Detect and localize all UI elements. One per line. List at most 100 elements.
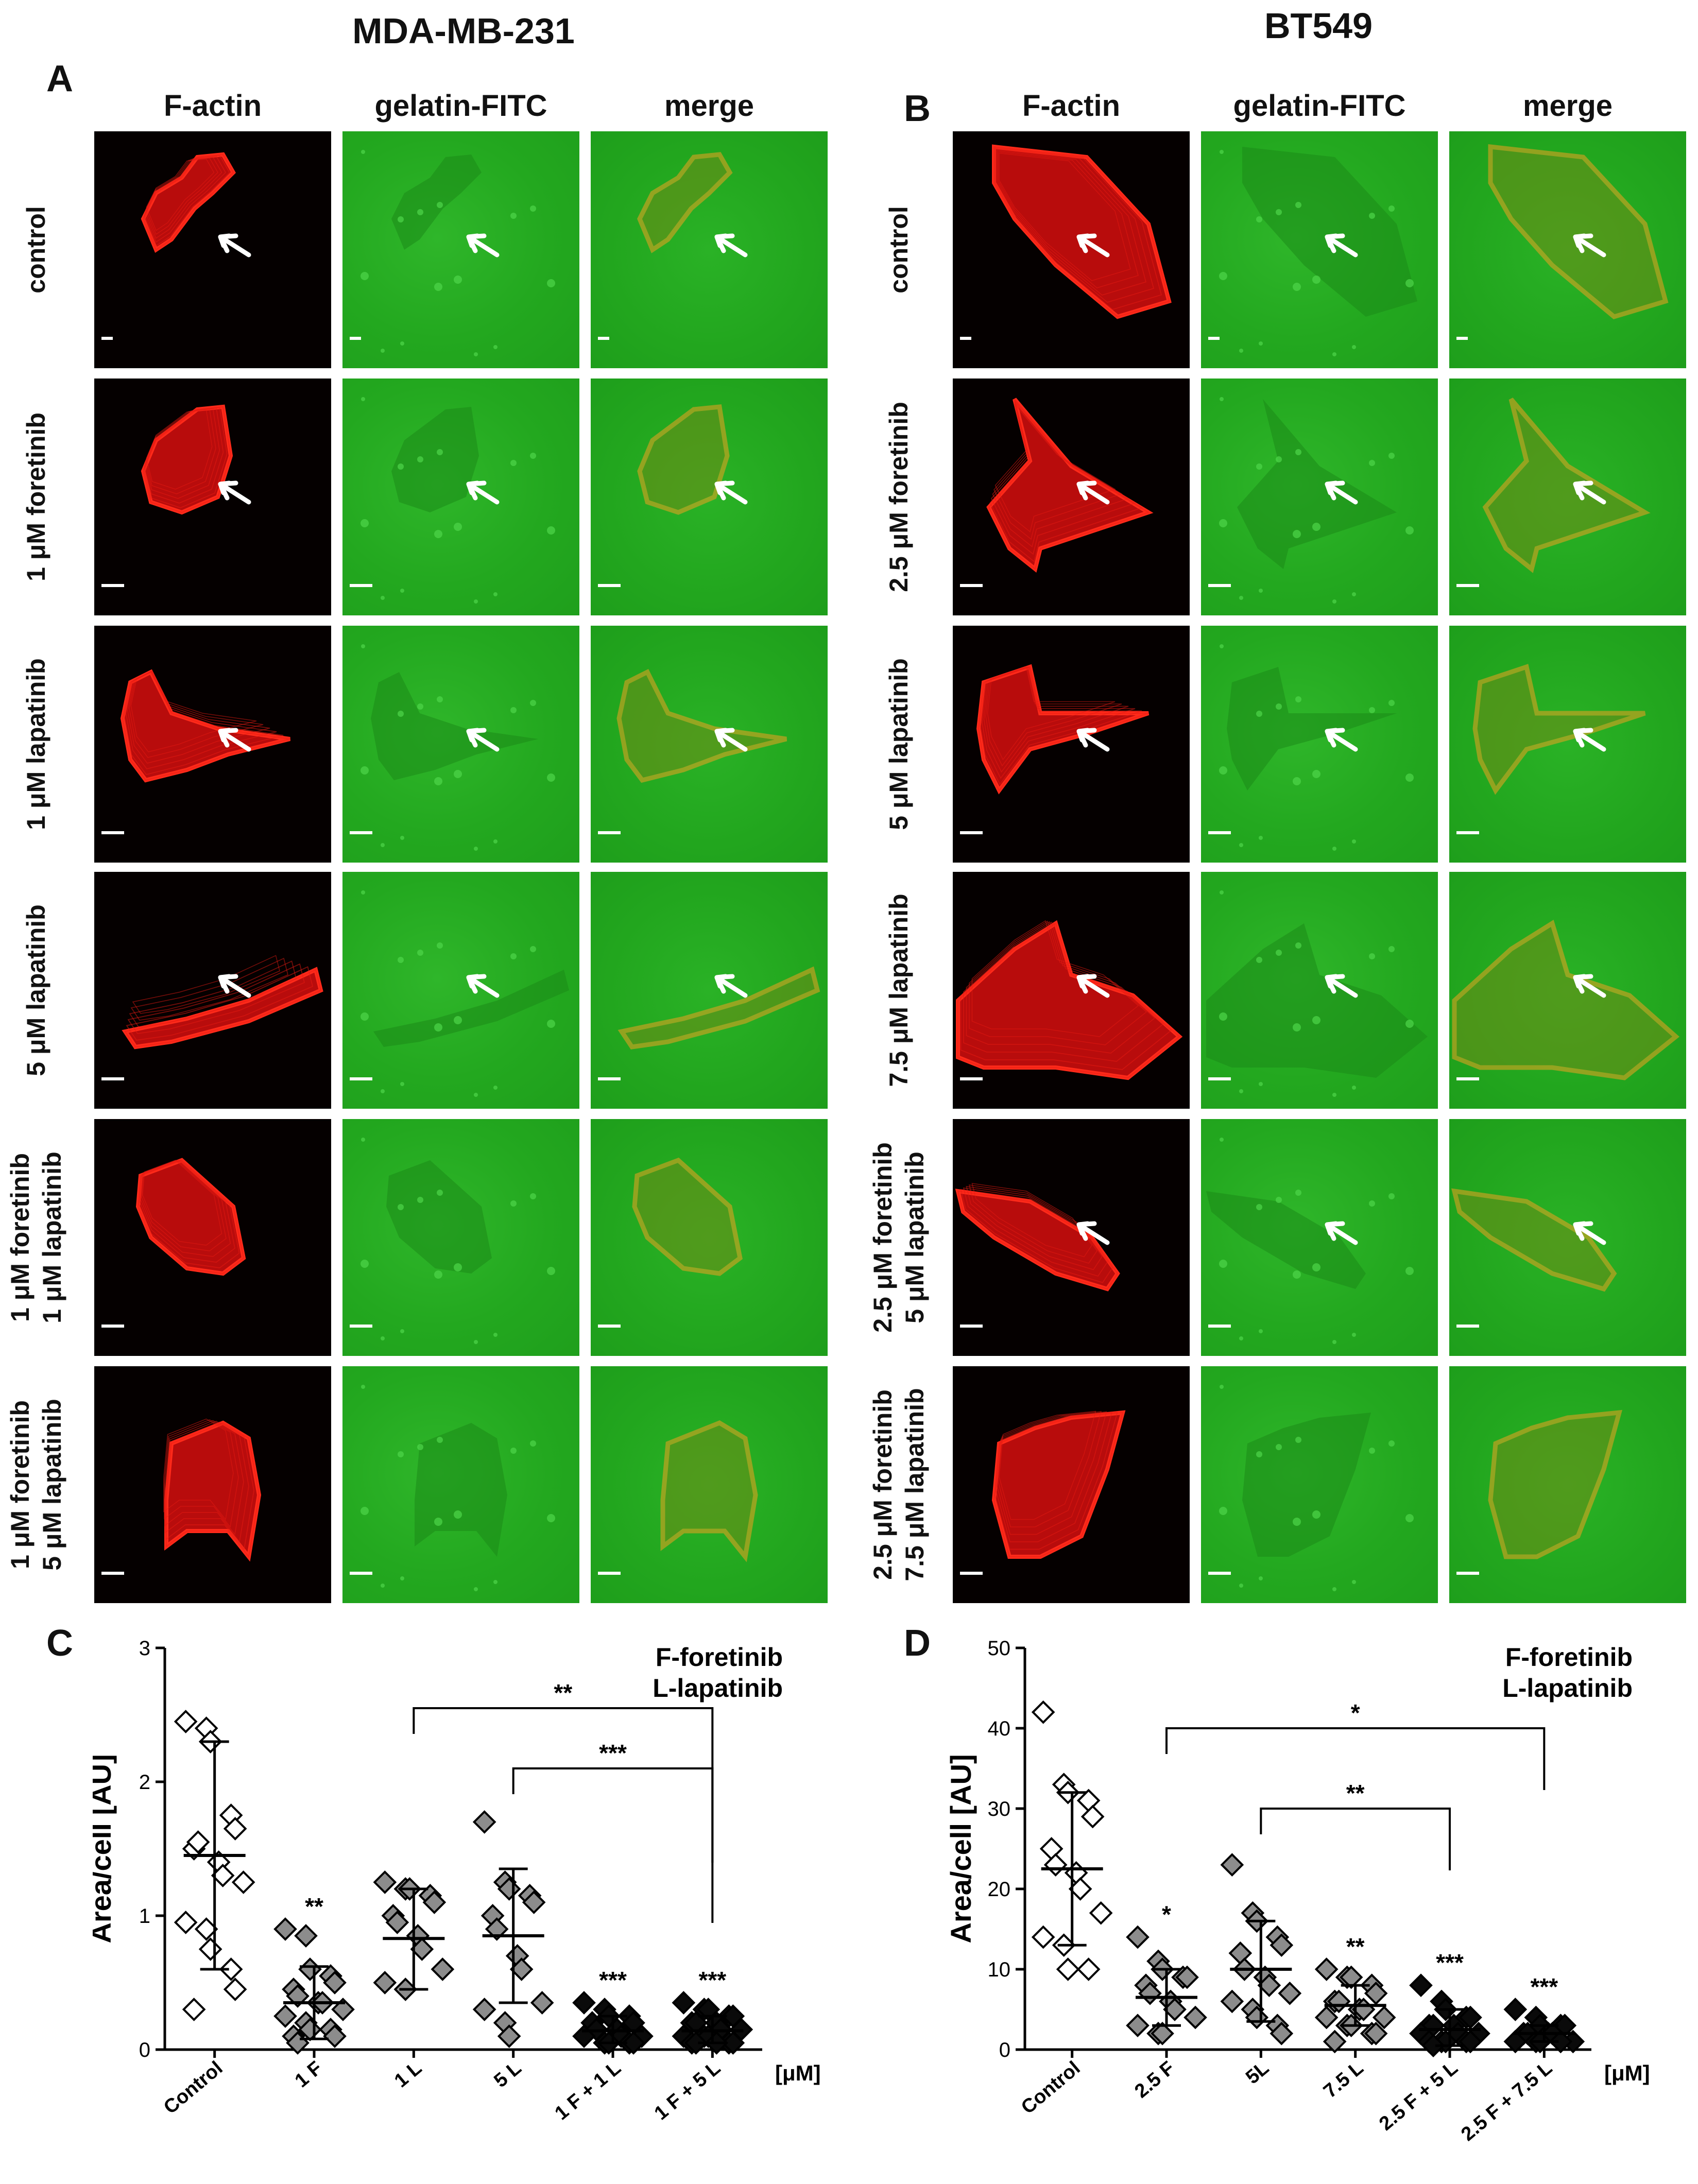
data-point [273, 2004, 297, 2028]
arrow-head [1076, 974, 1097, 994]
actin-fiber [146, 409, 213, 490]
fluorescent-speck [400, 589, 404, 593]
data-point [1031, 1700, 1055, 1724]
scale-bar [1456, 583, 1479, 587]
scale-bar [960, 831, 983, 834]
fluorescent-speck [381, 349, 385, 353]
actin-fiber [957, 1190, 1119, 1290]
merge-micrograph [591, 379, 828, 615]
scale-bar [1456, 1571, 1479, 1575]
micrograph-image [955, 1183, 1120, 1292]
degradation-area [1227, 667, 1397, 790]
actin-fiber [132, 955, 280, 1014]
data-point [231, 1870, 255, 1894]
actin-fiber [993, 146, 1170, 318]
axis-lines [1023, 1648, 1591, 2051]
scale-bar [1208, 583, 1231, 587]
actin-fiber [966, 921, 1156, 1054]
fluorescent-speck [1332, 1093, 1336, 1097]
arrow-head [1573, 974, 1593, 994]
scale-bar [101, 336, 113, 340]
fluorescent-speck [1259, 1576, 1263, 1580]
y-tick-label: 0 [139, 2039, 150, 2061]
data-point [186, 1830, 210, 1854]
column-header-f-actin: F-actin [163, 89, 262, 123]
fluorescent-speck [361, 766, 369, 775]
row-label-line: 5 μM lapatinib [884, 658, 913, 830]
arrow-head [466, 728, 487, 748]
data-point [672, 1991, 696, 2015]
unit-label: [μM] [775, 2061, 821, 2085]
fluorescent-speck [1312, 1016, 1320, 1024]
fluorescent-speck [547, 526, 555, 535]
significance-label: *** [599, 1967, 627, 1993]
fluorescent-speck [1369, 1448, 1375, 1454]
x-tick-label: 5L [1242, 2057, 1273, 2089]
data-point [1184, 2005, 1207, 2030]
fluorescent-speck [400, 341, 404, 346]
gelatin-fitc-micrograph [1201, 872, 1438, 1109]
fluorescent-speck [361, 1012, 369, 1021]
fluorescent-speck [530, 205, 536, 212]
fluorescent-speck [1259, 1082, 1263, 1086]
row-label: 2.5 μM foretinib 7.5 μM lapatinib [867, 1388, 931, 1581]
cell-line-title-b: BT549 [1264, 6, 1373, 46]
merged-cell-shape [616, 668, 787, 783]
fluorescent-speck [1219, 1012, 1227, 1021]
actin-fiber [138, 1159, 240, 1268]
row-label: 1 μM lapatinib [20, 658, 52, 830]
cell-shape [135, 1158, 246, 1276]
fluorescent-speck [1256, 1204, 1262, 1210]
fluorescent-speck [398, 1204, 404, 1210]
fluorescent-speck [530, 1193, 536, 1199]
significance-bracket [512, 1767, 714, 1923]
gelatin-fitc-micrograph [1201, 1366, 1438, 1603]
actin-fiber [966, 1185, 1103, 1270]
data-point [1549, 2030, 1573, 2054]
fluorescent-speck [1369, 707, 1375, 713]
fluorescent-speck [454, 770, 462, 778]
x-tick-label: 2.5 F + 7.5 L [1457, 2057, 1556, 2145]
column-header-gelatin-fitc: gelatin-FITC [1233, 89, 1406, 123]
fluorescent-speck [454, 276, 462, 284]
fluorescent-speck [510, 707, 517, 713]
scale-bar [1208, 1077, 1231, 1080]
merged-cell-shape [637, 404, 730, 515]
cell-shape [120, 669, 290, 783]
scale-bar [1456, 336, 1468, 340]
cell-line-title-a: MDA-MB-231 [352, 11, 575, 51]
actin-fiber [997, 1411, 1107, 1535]
fluorescent-speck [547, 773, 555, 782]
x-tick-label: 1 F [291, 2057, 327, 2092]
column-header-gelatin-fitc: gelatin-FITC [374, 89, 547, 123]
fluorescent-speck [417, 1197, 423, 1203]
micrograph-image [1452, 920, 1679, 1080]
row-label-line: 1 μM lapatinib [38, 1151, 66, 1323]
fluorescent-speck [1312, 276, 1320, 284]
data-point [684, 2031, 708, 2055]
actin-fiber [960, 922, 1172, 1070]
fluorescent-speck [1256, 711, 1262, 717]
fluorescent-speck [1239, 596, 1243, 600]
fluorescent-speck [1388, 1440, 1395, 1447]
micrograph-image [991, 1410, 1126, 1559]
fluorescent-speck [417, 1444, 423, 1450]
scale-bar [350, 1077, 372, 1080]
row-label-line: 5 μM lapatinib [38, 1399, 66, 1571]
fluorescent-speck [1239, 1336, 1243, 1340]
fluorescent-speck [361, 1260, 369, 1268]
row-label-line: 5 μM lapatinib [900, 1151, 929, 1323]
panel-letter-c: C [46, 1623, 73, 1664]
micrograph-image [120, 669, 290, 783]
micrograph-image [361, 397, 555, 604]
row-label-line: 5 μM lapatinib [22, 904, 50, 1076]
actin-fiber [141, 1160, 227, 1251]
fluorescent-speck [1369, 1200, 1375, 1207]
fluorescent-speck [1220, 1385, 1224, 1389]
fluorescent-speck [1259, 1329, 1263, 1333]
data-point [1151, 2021, 1174, 2045]
row-label-line: 1 μM foretinib [6, 1153, 35, 1322]
micrograph-image [1206, 890, 1428, 1097]
scale-bar [598, 831, 621, 834]
significance-bracket [1165, 1727, 1546, 1790]
